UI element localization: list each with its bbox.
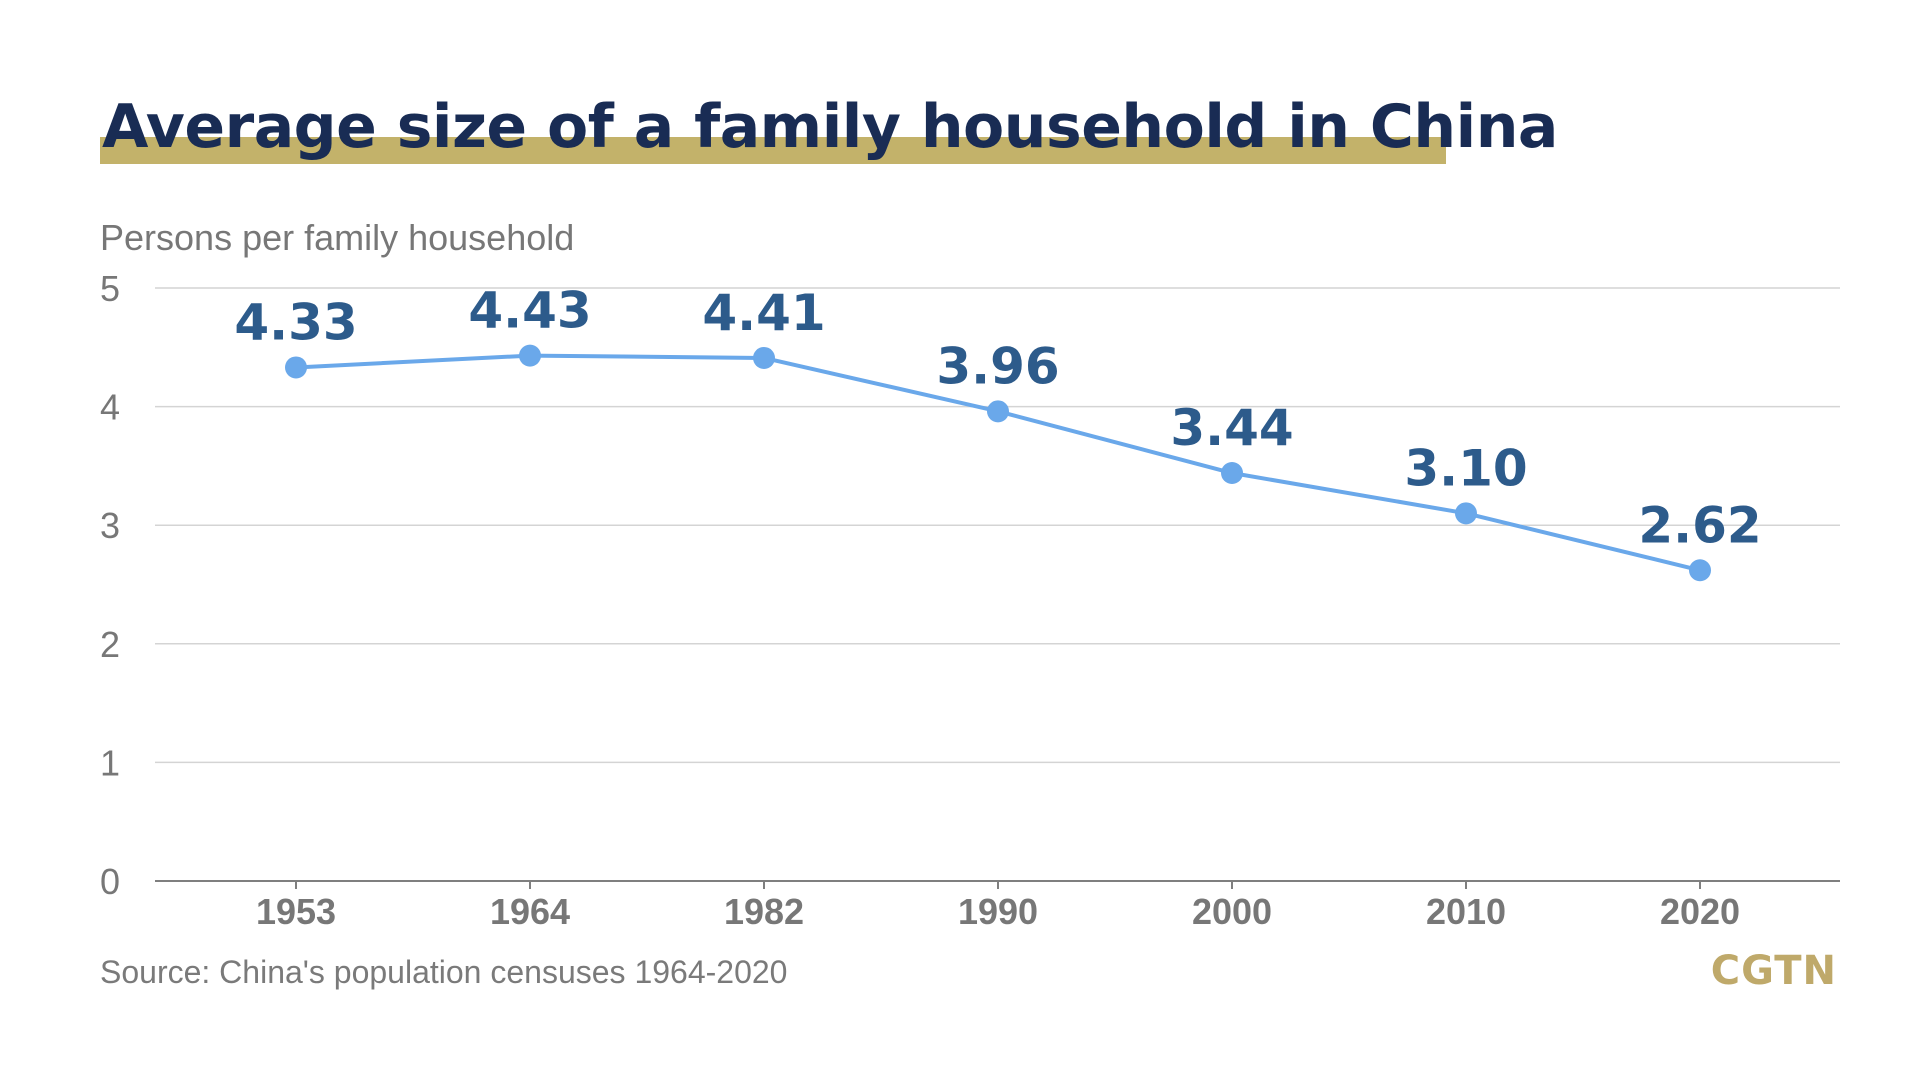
data-label: 3.44 bbox=[1170, 399, 1293, 457]
y-axis-ticks: 0 1 2 3 4 5 bbox=[100, 268, 120, 902]
x-tick-label: 1990 bbox=[958, 891, 1038, 932]
x-tick-label: 2010 bbox=[1426, 891, 1506, 932]
y-tick-label: 4 bbox=[100, 387, 120, 428]
data-label: 4.43 bbox=[468, 282, 591, 340]
chart-title: Average size of a family household in Ch… bbox=[102, 92, 1558, 162]
data-label: 3.10 bbox=[1404, 439, 1527, 497]
y-tick-label: 1 bbox=[100, 742, 120, 783]
data-label: 4.41 bbox=[702, 284, 825, 342]
data-label: 2.62 bbox=[1638, 496, 1761, 554]
data-point bbox=[285, 356, 307, 379]
y-tick-label: 5 bbox=[100, 268, 120, 309]
y-tick-label: 3 bbox=[100, 505, 120, 546]
data-point bbox=[1455, 502, 1477, 525]
x-tick-label: 2000 bbox=[1192, 891, 1272, 932]
source-note: Source: China's population censuses 1964… bbox=[100, 954, 788, 990]
title-underline bbox=[100, 137, 1446, 164]
y-axis-label: Persons per family household bbox=[100, 217, 575, 258]
series bbox=[285, 344, 1711, 582]
data-point bbox=[1689, 559, 1711, 582]
data-label: 4.33 bbox=[234, 293, 357, 351]
data-labels: 4.33 4.43 4.41 3.96 3.44 3.10 2.62 bbox=[234, 282, 1761, 555]
x-tick-label: 1953 bbox=[256, 891, 336, 932]
x-tick-label: 1964 bbox=[490, 891, 570, 932]
y-tick-label: 2 bbox=[100, 624, 120, 665]
data-point bbox=[987, 400, 1009, 423]
data-point bbox=[1221, 462, 1243, 485]
data-point bbox=[753, 346, 775, 369]
y-tick-label: 0 bbox=[100, 861, 120, 902]
x-tick-label: 2020 bbox=[1660, 891, 1740, 932]
x-tick-label: 1982 bbox=[724, 891, 804, 932]
data-label: 3.96 bbox=[936, 337, 1059, 395]
x-axis-ticks: 1953 1964 1982 1990 2000 2010 2020 bbox=[256, 881, 1740, 932]
data-point bbox=[519, 344, 541, 367]
cgtn-logo: CGTN bbox=[1710, 948, 1837, 994]
